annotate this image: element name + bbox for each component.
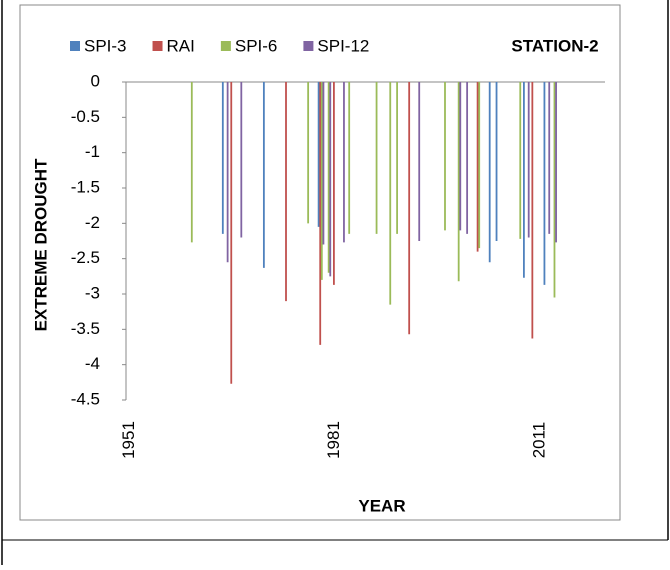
y-tick-label: -2.5: [71, 248, 100, 267]
x-tick-label: 1951: [119, 421, 138, 459]
chart-title: STATION-2: [511, 36, 598, 55]
legend-label: SPI-12: [317, 36, 369, 55]
x-axis-label: YEAR: [358, 496, 405, 515]
x-tick-label: 1981: [324, 421, 343, 459]
y-tick-label: -2: [85, 213, 100, 232]
legend-swatch: [303, 41, 314, 51]
y-tick-label: -4: [85, 354, 100, 373]
legend-label: SPI-3: [84, 36, 127, 55]
legend-swatch: [152, 41, 163, 51]
y-axis-label: EXTREME DROUGHT: [31, 158, 50, 331]
legend-swatch: [70, 41, 80, 51]
y-tick-label: -3.5: [71, 319, 100, 338]
y-tick-label: -3: [85, 283, 100, 302]
y-tick-label: -1: [85, 142, 100, 161]
legend-label: SPI-6: [235, 36, 278, 55]
legend-swatch: [220, 41, 231, 51]
x-tick-label: 2011: [529, 422, 548, 459]
legend-label: RAI: [167, 36, 195, 55]
chart-frame: [19, 4, 621, 521]
y-tick-label: -1.5: [71, 177, 100, 196]
y-tick-label: -4.5: [71, 389, 100, 408]
y-tick-label: -0.5: [71, 107, 100, 126]
y-tick-label: 0: [91, 71, 100, 90]
